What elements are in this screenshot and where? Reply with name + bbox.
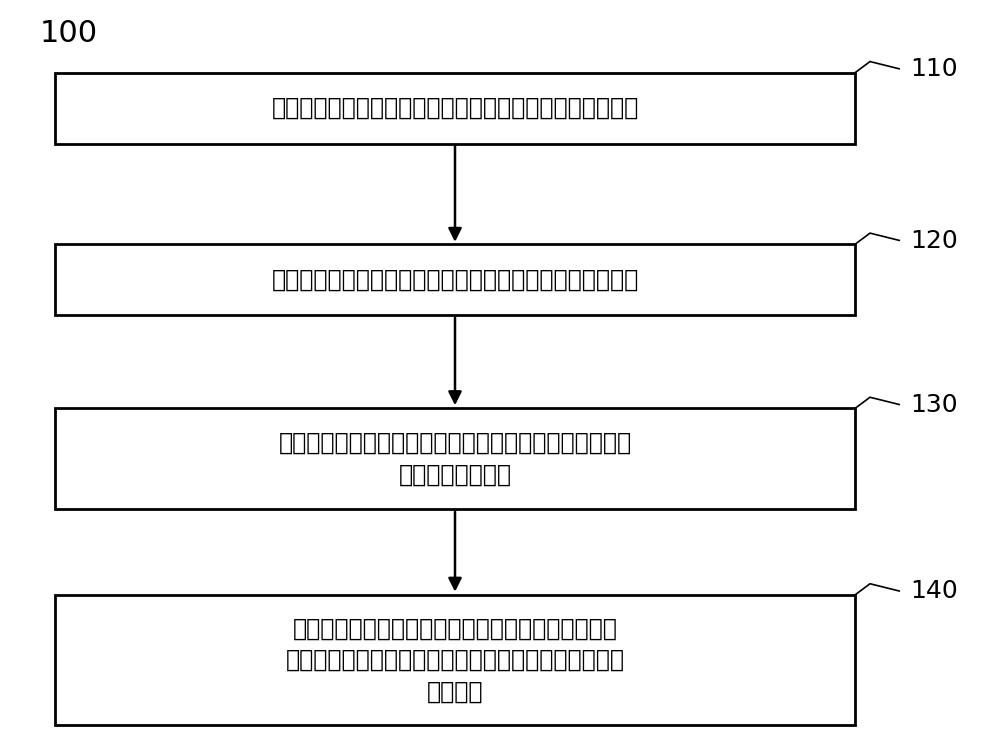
Text: 清点每个导体轮廓中像素点的个数，并基于标准棒对
应的横截面中导体区域面积，计算电缆的导体截面积，
完成测量: 清点每个导体轮廓中像素点的个数，并基于标准棒对 应的横截面中导体区域面积，计算电…	[286, 617, 624, 703]
Text: 130: 130	[910, 392, 958, 417]
FancyBboxPatch shape	[55, 409, 855, 509]
Text: 140: 140	[910, 579, 958, 604]
Text: 采用超像素分割法，对每张图像聚类分割，得到多个超像素: 采用超像素分割法，对每张图像聚类分割，得到多个超像素	[271, 268, 639, 292]
FancyBboxPatch shape	[55, 73, 855, 143]
Text: 110: 110	[910, 57, 958, 81]
FancyBboxPatch shape	[55, 595, 855, 725]
Text: 采用相同放大比，分别拍摄电缆和标准棒的横截面彩色图像: 采用相同放大比，分别拍摄电缆和标准棒的横截面彩色图像	[271, 96, 639, 120]
FancyBboxPatch shape	[55, 245, 855, 315]
Text: 基于每张图像的多个超像素，采用区域合并法，确定该张
图像中的导体轮廓: 基于每张图像的多个超像素，采用区域合并法，确定该张 图像中的导体轮廓	[278, 431, 632, 486]
Text: 120: 120	[910, 228, 958, 253]
Text: 100: 100	[40, 19, 98, 48]
